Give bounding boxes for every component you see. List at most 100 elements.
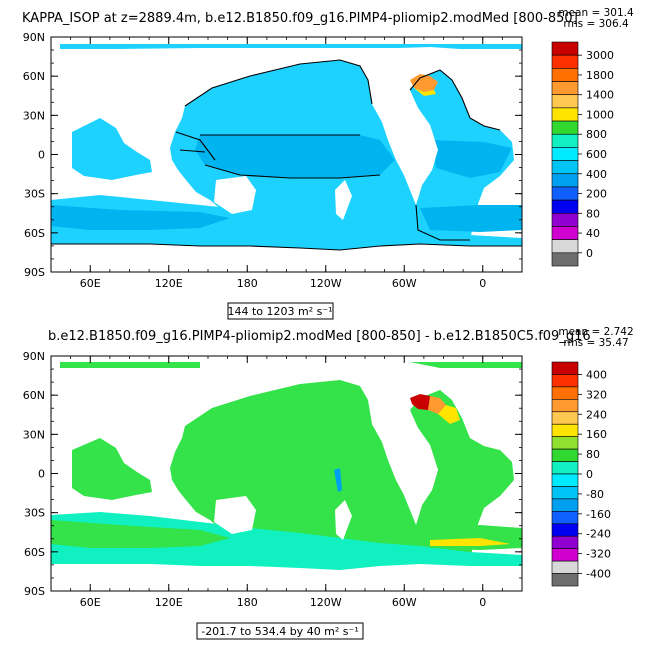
- diff-arctic: [60, 362, 200, 368]
- colorbar-swatch: [551, 186, 579, 201]
- colorbar-swatch: [551, 411, 579, 425]
- colorbar-label: -240: [586, 528, 611, 541]
- colorbar-swatch: [551, 226, 579, 240]
- land-americas: [372, 92, 438, 205]
- colorbar-swatch: [551, 133, 579, 148]
- colorbar-swatch: [551, 68, 579, 82]
- y-tick-label: 90N: [23, 350, 45, 363]
- colorbar-label: 240: [586, 408, 607, 421]
- range-label-top: 144 to 1203 m² s⁻¹: [227, 305, 332, 318]
- colorbar-swatch: [551, 535, 579, 549]
- colorbar-swatch: [551, 212, 579, 227]
- colorbar-label: 320: [586, 388, 607, 401]
- y-tick-label: 30N: [23, 428, 45, 441]
- colorbar-swatch: [551, 486, 579, 500]
- coast-tropics: [200, 134, 381, 179]
- colorbar-swatch: [551, 81, 579, 96]
- coast-indonesia: [175, 131, 216, 161]
- colorbar-swatch: [551, 361, 579, 375]
- colorbar-label: 80: [586, 448, 600, 461]
- x-tick-label: 60W: [392, 277, 417, 290]
- diff-atlantic-band: [420, 525, 522, 550]
- y-tick-label: 60N: [23, 70, 45, 83]
- x-tick-label: 0: [479, 277, 486, 290]
- southern-ocean: [51, 195, 522, 250]
- mean-stat-bottom: mean = 2.742: [558, 326, 633, 338]
- colorbar-swatch: [551, 374, 579, 388]
- colorbar-label: 200: [586, 188, 607, 201]
- colorbar-swatch: [551, 41, 579, 56]
- diff-arctic-east: [410, 362, 522, 368]
- range-box-top: [227, 302, 334, 320]
- colorbar-label: 0: [586, 247, 593, 260]
- y-tick-label: 60N: [23, 389, 45, 402]
- x-tick-label: 180: [237, 277, 258, 290]
- colorbar-label: -160: [586, 508, 611, 521]
- y-tick-label: 30S: [24, 188, 45, 201]
- labrador-hotspot-edge: [414, 88, 436, 96]
- colorbar-swatch: [551, 423, 579, 437]
- panel-title-bottom: b.e12.B1850.f09_g16.PIMP4-pliomip2.modMe…: [48, 329, 591, 344]
- x-tick-label: 60E: [80, 277, 101, 290]
- diff-hotspot-red: [410, 394, 434, 410]
- land-antarctic-peninsula: [335, 180, 352, 220]
- colorbar-swatch: [551, 560, 579, 574]
- colorbar-label: 1000: [586, 108, 614, 121]
- colorbar-swatch: [551, 252, 579, 267]
- colorbar-swatch: [551, 94, 579, 109]
- colorbar-swatch: [551, 498, 579, 512]
- arctic-ocean: [60, 44, 522, 49]
- colorbar-swatch: [551, 573, 579, 587]
- colorbar-swatch: [551, 523, 579, 537]
- indian-ocean-north: [72, 118, 152, 180]
- diff-southern: [51, 512, 522, 570]
- range-box-bottom: [196, 622, 364, 640]
- colorbar-label: 0: [586, 468, 593, 481]
- land-mask-bottom: [214, 400, 500, 540]
- diff-indian: [72, 438, 152, 500]
- diff-southern-band: [51, 520, 230, 548]
- y-tick-label: 0: [38, 468, 45, 481]
- land-australia: [214, 176, 256, 214]
- colorbar-swatch: [551, 511, 579, 525]
- coast-pacific-north: [184, 59, 373, 107]
- colorbar-label: 400: [586, 368, 607, 381]
- diff-hotspot-yellow: [438, 405, 460, 424]
- colorbar-swatch: [551, 239, 579, 254]
- colorbar-label: -400: [586, 568, 611, 581]
- northern-atlantic-band: [432, 140, 512, 178]
- colorbar-swatch: [551, 436, 579, 450]
- colorbar-label: 40: [586, 227, 600, 240]
- coast-antarctica: [51, 243, 522, 251]
- y-tick-label: 60S: [24, 227, 45, 240]
- colorbar-swatch: [551, 160, 579, 175]
- colorbar-swatch: [551, 461, 579, 475]
- colorbar-swatch: [551, 120, 579, 135]
- y-tick-label: 90S: [24, 585, 45, 598]
- coastlines-top: [51, 59, 522, 251]
- y-tick-label: 60S: [24, 546, 45, 559]
- y-tick-label: 90N: [23, 31, 45, 44]
- panel-title-top: KAPPA_ISOP at z=2889.4m, b.e12.B1850.f09…: [22, 11, 578, 26]
- southern-atlantic-band: [420, 205, 522, 232]
- colorbar-swatch: [551, 54, 579, 69]
- land-peninsula-bottom: [335, 500, 352, 540]
- rms-stat-bottom: rms = 35.47: [563, 337, 628, 349]
- colorbar-swatch: [551, 448, 579, 462]
- mean-stat-top: mean = 301.4: [558, 7, 634, 19]
- colorbar-label: 800: [586, 128, 607, 141]
- colorbar-label: 600: [586, 148, 607, 161]
- y-tick-label: 90S: [24, 266, 45, 279]
- colorbar-label: 400: [586, 168, 607, 181]
- colorbar-swatch: [551, 173, 579, 188]
- colorbar-label: 3000: [586, 49, 614, 62]
- axes-bottom: 60E 120E 180 120W 60W 0 90N 60N 30N 0 30S 60S 90S: [23, 350, 523, 609]
- southern-band: [51, 205, 230, 230]
- x-tick-label: 120E: [155, 596, 183, 609]
- y-tick-label: 30S: [24, 507, 45, 520]
- axes-top: 60E 120E 180 120W 60W 0 90N 60N 30N 0 30S 60S 90S: [23, 31, 523, 290]
- labrador-hotspot: [410, 74, 438, 92]
- x-tick-label: 120E: [155, 277, 183, 290]
